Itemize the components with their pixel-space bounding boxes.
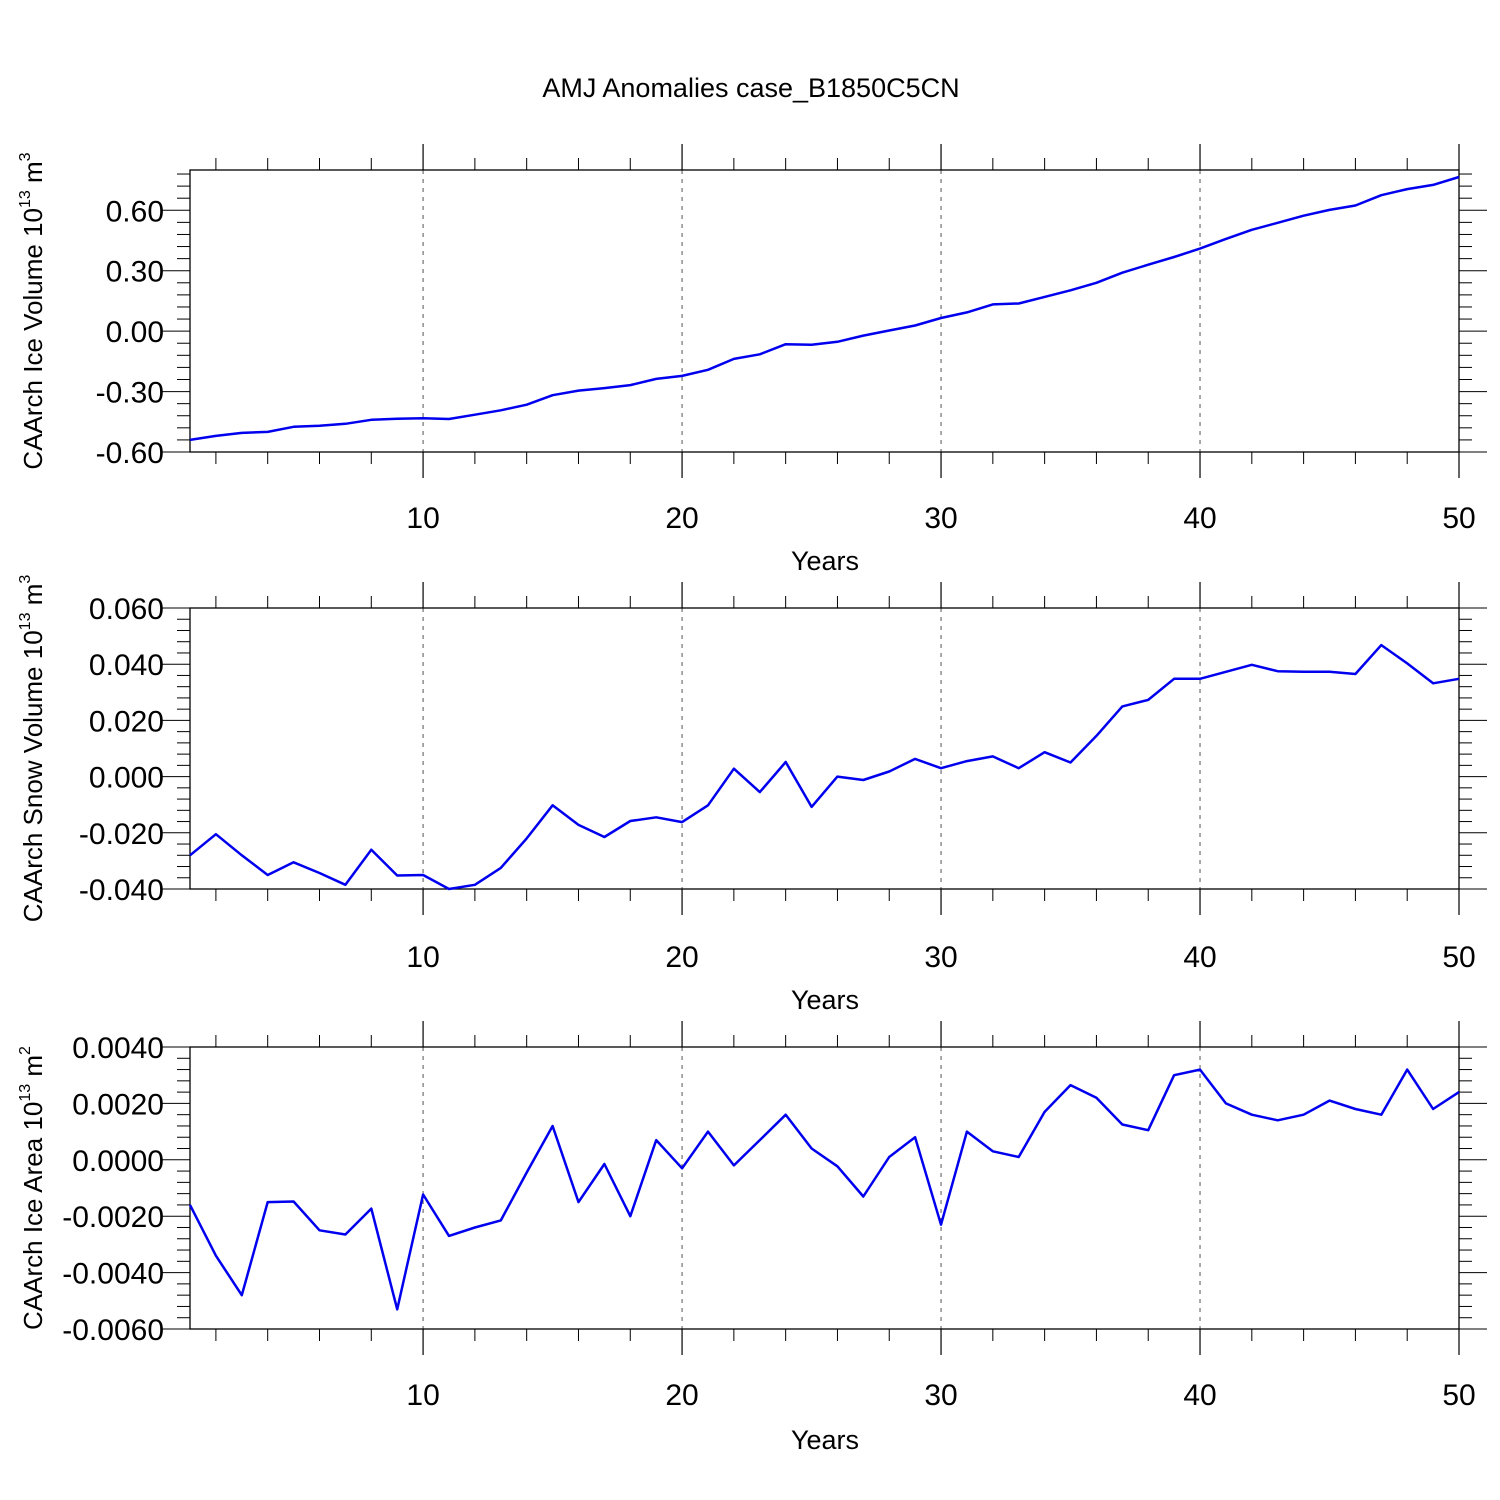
y-axis-label-text: CAArch Snow Volume 10 <box>18 630 48 922</box>
y-axis-label-text: CAArch Ice Area 10 <box>18 1102 48 1330</box>
y-tick-label: 0.0020 <box>72 1088 164 1121</box>
y-axis-label: CAArch Ice Area 1013 m2 <box>17 1046 48 1330</box>
y-tick-label: -0.0020 <box>62 1201 164 1234</box>
figure-title: AMJ Anomalies case_B1850C5CN <box>542 73 959 103</box>
y-tick-label: -0.040 <box>79 874 164 907</box>
x-axis-label: Years <box>791 1425 859 1455</box>
plot-frame <box>189 607 1460 890</box>
panel-2: -0.040 -0.020 0.000 0.020 0.040 0.060 10 20 30 40… <box>17 575 1487 1015</box>
plot-frame <box>189 1046 1460 1330</box>
x-tick-label: 40 <box>1183 502 1216 535</box>
y-axis-label-unit: m <box>18 1055 48 1084</box>
x-tick-label: 30 <box>924 502 957 535</box>
y-tick-label: 0.020 <box>89 705 164 738</box>
x-tick-label: 50 <box>1442 1379 1475 1412</box>
x-tick-label: 20 <box>665 941 698 974</box>
panels: -0.60 -0.30 0.00 0.30 0.60 10 20 30 40 50 Years CAA… <box>17 144 1487 1455</box>
x-tick-label: 10 <box>406 502 439 535</box>
x-axis-label: Years <box>791 546 859 576</box>
y-axis-label-unit-exponent: 3 <box>17 575 34 584</box>
y-tick-label: 0.60 <box>106 195 164 228</box>
y-axis-label-exponent: 13 <box>17 1084 34 1102</box>
y-axis-label-unit-exponent: 2 <box>17 1046 34 1055</box>
x-axis-label: Years <box>791 985 859 1015</box>
y-tick-label: -0.0040 <box>62 1258 164 1291</box>
y-tick-label: -0.30 <box>96 377 164 410</box>
y-tick-label: 0.0040 <box>72 1032 164 1065</box>
y-axis-label: CAArch Ice Volume 1013 m3 <box>17 152 48 469</box>
y-tick-label: 0.0000 <box>72 1145 164 1178</box>
data-line-series-1 <box>189 643 1460 891</box>
x-tick-label: 10 <box>406 1379 439 1412</box>
x-tick-label: 40 <box>1183 1379 1216 1412</box>
y-axis-label-unit-exponent: 3 <box>17 152 34 161</box>
panel-3: -0.0060 -0.0040 -0.0020 0.0000 0.0020 0.0040 1… <box>17 1021 1487 1455</box>
y-axis-label-text: CAArch Ice Volume 10 <box>18 208 48 470</box>
y-tick-label: 0.000 <box>89 762 164 795</box>
data-line-series-1 <box>189 175 1460 442</box>
y-tick-label: 0.060 <box>89 593 164 626</box>
x-tick-label: 30 <box>924 1379 957 1412</box>
y-tick-label: -0.020 <box>79 818 164 851</box>
y-tick-label: -0.0060 <box>62 1314 164 1347</box>
plot-frame <box>189 169 1460 453</box>
y-tick-label: 0.00 <box>106 316 164 349</box>
x-tick-label: 40 <box>1183 941 1216 974</box>
y-axis-label-unit: m <box>18 161 48 190</box>
y-tick-label: -0.60 <box>96 437 164 470</box>
data-line-series-1 <box>188 1068 1460 1311</box>
x-tick-label: 20 <box>665 1379 698 1412</box>
x-tick-label: 20 <box>665 502 698 535</box>
y-tick-label: 0.040 <box>89 649 164 682</box>
x-tick-label: 50 <box>1442 502 1475 535</box>
y-axis-label: CAArch Snow Volume 1013 m3 <box>17 575 48 923</box>
x-tick-label: 50 <box>1442 941 1475 974</box>
x-tick-label: 10 <box>406 941 439 974</box>
panel-1: -0.60 -0.30 0.00 0.30 0.60 10 20 30 40 50 Years CAA… <box>17 144 1487 576</box>
y-axis-label-exponent: 13 <box>17 612 34 630</box>
y-axis-label-exponent: 13 <box>17 190 34 208</box>
x-tick-label: 30 <box>924 941 957 974</box>
y-tick-label: 0.30 <box>106 256 164 289</box>
y-axis-label-unit: m <box>18 584 48 613</box>
